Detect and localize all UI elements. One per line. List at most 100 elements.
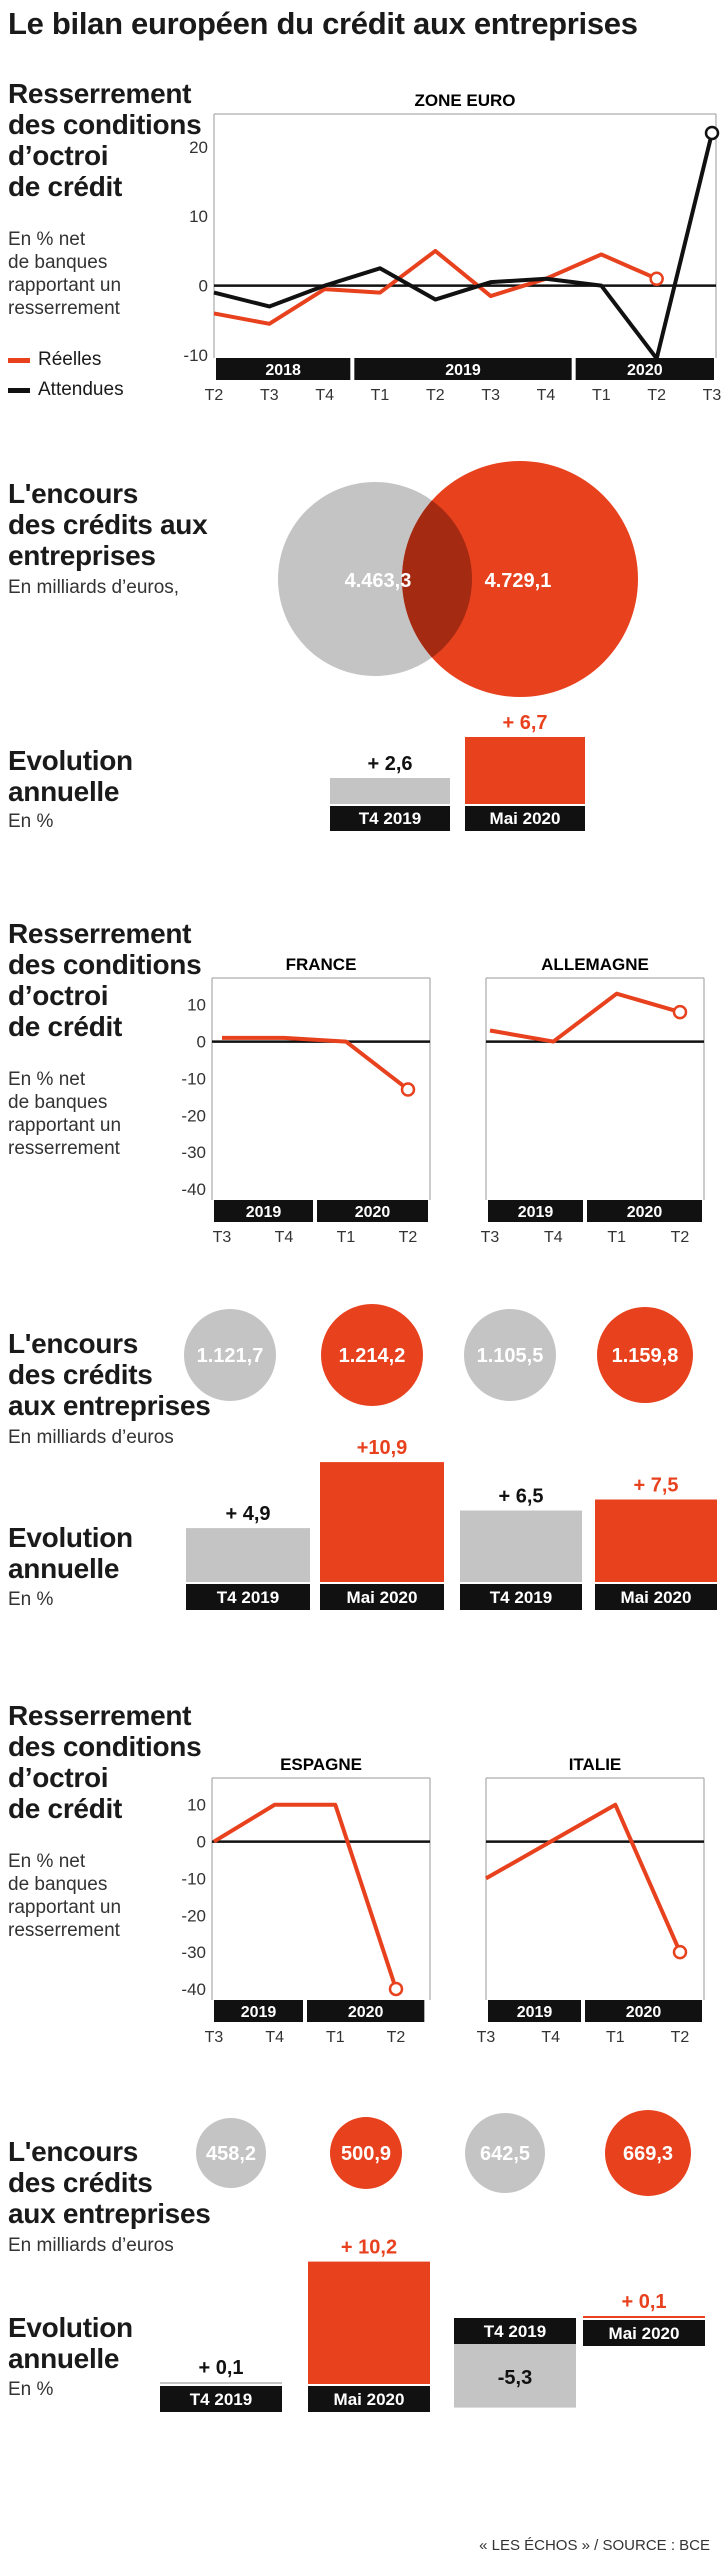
year-bar (354, 358, 572, 380)
subtitle-evolution-zone: En % (8, 811, 54, 832)
y-tick-label: 0 (197, 1833, 206, 1852)
bar-value-label: + 10,2 (341, 2237, 397, 2259)
subtitle-line: de banques (8, 1874, 108, 1895)
bar (160, 2382, 282, 2384)
heading-line: Resserrement (8, 918, 192, 949)
year-bar (307, 2000, 425, 2022)
circle-france-t4-2019 (184, 1309, 276, 1401)
bar (465, 737, 585, 804)
y-tick-label: -20 (181, 1106, 206, 1125)
subtitle-line: de banques (8, 1092, 108, 1113)
page-title: Le bilan européen du crédit aux entrepri… (8, 6, 638, 41)
subtitle-line: rapportant un (8, 275, 122, 296)
encours-value: 1.105,5 (477, 1345, 544, 1367)
legend-label-real: Réelles (38, 349, 102, 370)
heading-evolution-zone: Evolution annuelle (8, 745, 133, 807)
year-bar (585, 2000, 702, 2022)
chart-zone-euro: ZONE EURO -10 0 10 20 2018 T2 T3 T4 2019 T1 T2 T3 T4 2… (183, 91, 721, 404)
venn-zone-euro: 4.463,3 4.729,1 (278, 461, 638, 697)
quarter-label: T4 (265, 2029, 284, 2046)
bar (308, 2261, 430, 2384)
bar-value-label: -5,3 (498, 2367, 532, 2389)
quarter-label: T2 (647, 387, 666, 404)
heading-line: L'encours (8, 1328, 138, 1359)
heading-line: Resserrement (8, 1700, 192, 1731)
bar-category-bar (583, 2320, 705, 2346)
bar-value-label: + 6,7 (502, 712, 547, 734)
heading-line: d’octroi (8, 1762, 109, 1793)
year-bar (216, 358, 351, 380)
y-tick-label: -10 (181, 1869, 206, 1888)
quarter-label: T1 (337, 1229, 356, 1246)
y-tick-label: 0 (199, 277, 208, 296)
quarter-label: T2 (671, 2029, 690, 2046)
bar-category-label: T4 2019 (190, 2390, 252, 2409)
year-label: 2019 (518, 1204, 554, 1221)
legend-item-expected: Attendues (8, 375, 124, 405)
bar-charts-france-allemagne: + 4,9 T4 2019 +10,9 Mai 2020 + 6,5 T4 2019 + 7… (186, 1437, 717, 1610)
quarter-label: T2 (205, 387, 224, 404)
encours-value: 1.214,2 (339, 1345, 406, 1367)
y-tick-label: 10 (189, 207, 208, 226)
encours-value: 642,5 (480, 2143, 530, 2165)
heading-line: aux entreprises (8, 1390, 211, 1421)
bar-category-bar (320, 1584, 444, 1610)
heading-line: L'encours (8, 478, 138, 509)
heading-encours-es-it: L'encours des crédits aux entreprises (8, 2136, 211, 2229)
heading-line: de crédit (8, 171, 123, 202)
bar-category-bar (595, 1584, 717, 1610)
chart-title: ESPAGNE (280, 1755, 362, 1774)
bar (330, 778, 450, 804)
heading-resserrement-fr-de: Resserrement des conditions d’octroi de … (8, 918, 202, 1042)
y-tick-label: 20 (189, 138, 208, 157)
legend-swatch (8, 357, 30, 363)
heading-line: Resserrement (8, 78, 192, 109)
series-line (489, 991, 681, 1044)
heading-line: des crédits aux (8, 509, 208, 540)
quarter-label: T3 (213, 1229, 232, 1246)
heading-encours-fr-de: L'encours des crédits aux entreprises (8, 1328, 211, 1421)
quarter-label: T1 (371, 387, 390, 404)
quarter-label: T4 (537, 387, 556, 404)
bar-category-bar (308, 2386, 430, 2412)
year-label: 2019 (246, 1204, 282, 1221)
heading-line: de crédit (8, 1011, 123, 1042)
bar (186, 1528, 310, 1582)
quarter-label: T3 (477, 2029, 496, 2046)
legend: Réelles Attendues (8, 345, 124, 405)
bar (460, 1510, 582, 1582)
bar-category-label: Mai 2020 (490, 809, 561, 828)
bar-category-bar (454, 2318, 576, 2344)
series-end-point (672, 1004, 688, 1020)
bar-category-bar (330, 806, 450, 831)
series-end-point (400, 1082, 416, 1097)
bar (320, 1462, 444, 1582)
heading-line: Evolution (8, 1522, 133, 1553)
year-label: 2020 (627, 362, 663, 379)
y-tick-label: 10 (187, 1796, 206, 1815)
quarter-label: T1 (606, 2029, 625, 2046)
year-label: 2019 (445, 362, 481, 379)
quarter-label: T1 (326, 2029, 345, 2046)
circle-allemagne-t4-2019 (464, 1309, 556, 1401)
quarter-label: T3 (205, 2029, 224, 2046)
bar-category-bar (460, 1584, 582, 1610)
bar-category-bar (465, 806, 585, 831)
circle-espagne-t4-2019 (196, 2118, 266, 2188)
year-label: 2020 (627, 1204, 663, 1221)
y-tick-label: -20 (181, 1906, 206, 1925)
chart-title: ALLEMAGNE (541, 955, 649, 974)
year-bar (488, 1200, 583, 1222)
heading-line: des crédits (8, 2167, 153, 2198)
heading-line: annuelle (8, 2343, 120, 2374)
heading-line: Evolution (8, 2312, 133, 2343)
bar-value-label: +10,9 (357, 1437, 408, 1459)
bar-category-label: T4 2019 (359, 809, 421, 828)
year-label: 2019 (241, 2004, 277, 2021)
y-tick-label: 0 (197, 1033, 206, 1052)
subtitle-line: rapportant un (8, 1115, 122, 1136)
y-tick-label: -30 (181, 1943, 206, 1962)
heading-line: des conditions (8, 1731, 202, 1762)
legend-label-expected: Attendues (38, 379, 124, 400)
